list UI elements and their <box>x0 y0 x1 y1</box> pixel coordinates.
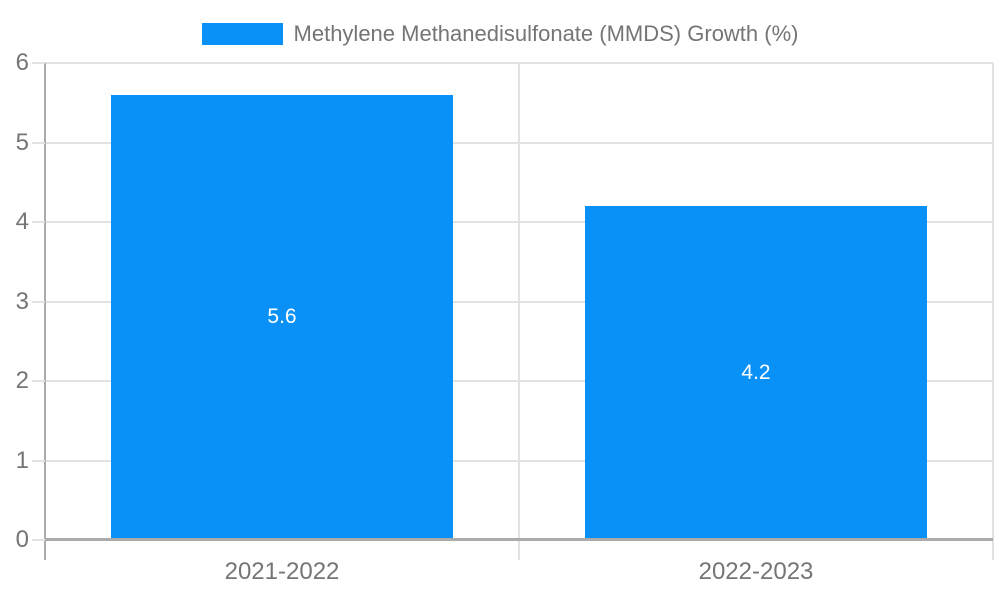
y-axis-tick-label: 1 <box>15 446 29 474</box>
x-axis-labels: 2021-2022 2022-2023 <box>45 558 993 590</box>
bar[interactable]: 4.2 <box>585 206 927 540</box>
y-axis-labels: 0 1 2 3 4 5 6 <box>0 0 32 600</box>
y-axis-tick-label: 6 <box>15 49 29 76</box>
y-axis-line <box>44 63 46 560</box>
legend-item[interactable]: Methylene Methanedisulfonate (MMDS) Grow… <box>201 21 799 47</box>
plot-area: 5.6 4.2 <box>45 62 994 560</box>
y-axis-tick <box>32 539 45 541</box>
y-axis-tick <box>32 300 45 303</box>
y-axis-tick-label: 3 <box>15 287 29 315</box>
legend-label: Methylene Methanedisulfonate (MMDS) Grow… <box>293 21 799 46</box>
legend: Methylene Methanedisulfonate (MMDS) Grow… <box>0 21 1000 47</box>
x-axis-line <box>45 538 993 541</box>
category-boundary-line <box>518 63 520 560</box>
plot-right-border <box>992 63 994 560</box>
y-axis-tick <box>32 380 45 382</box>
bar-value-label: 5.6 <box>267 305 297 329</box>
bar[interactable]: 5.6 <box>111 94 453 540</box>
x-axis-label: 2021-2022 <box>224 558 340 585</box>
y-axis-tick <box>32 459 45 462</box>
legend-swatch-icon <box>201 23 283 45</box>
y-axis-tick-label: 2 <box>15 367 29 394</box>
y-axis-tick-label: 5 <box>15 128 29 156</box>
y-axis-tick-label: 0 <box>15 526 29 553</box>
y-axis-tick <box>32 62 45 64</box>
y-axis-tick-label: 4 <box>15 208 29 235</box>
y-axis-tick <box>32 141 45 144</box>
x-axis-label: 2022-2023 <box>698 558 814 585</box>
bar-value-label: 4.2 <box>741 361 771 385</box>
y-axis-tick <box>32 221 45 223</box>
